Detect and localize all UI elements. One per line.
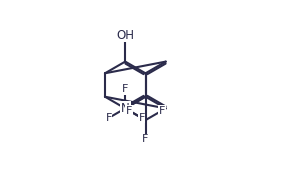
Text: F: F xyxy=(126,106,132,116)
Text: F: F xyxy=(122,84,128,94)
Text: F: F xyxy=(139,113,145,123)
Text: OH: OH xyxy=(116,29,134,42)
Text: F: F xyxy=(159,106,165,116)
Text: N: N xyxy=(121,102,129,115)
Text: F: F xyxy=(142,134,149,144)
Text: F: F xyxy=(105,113,112,123)
